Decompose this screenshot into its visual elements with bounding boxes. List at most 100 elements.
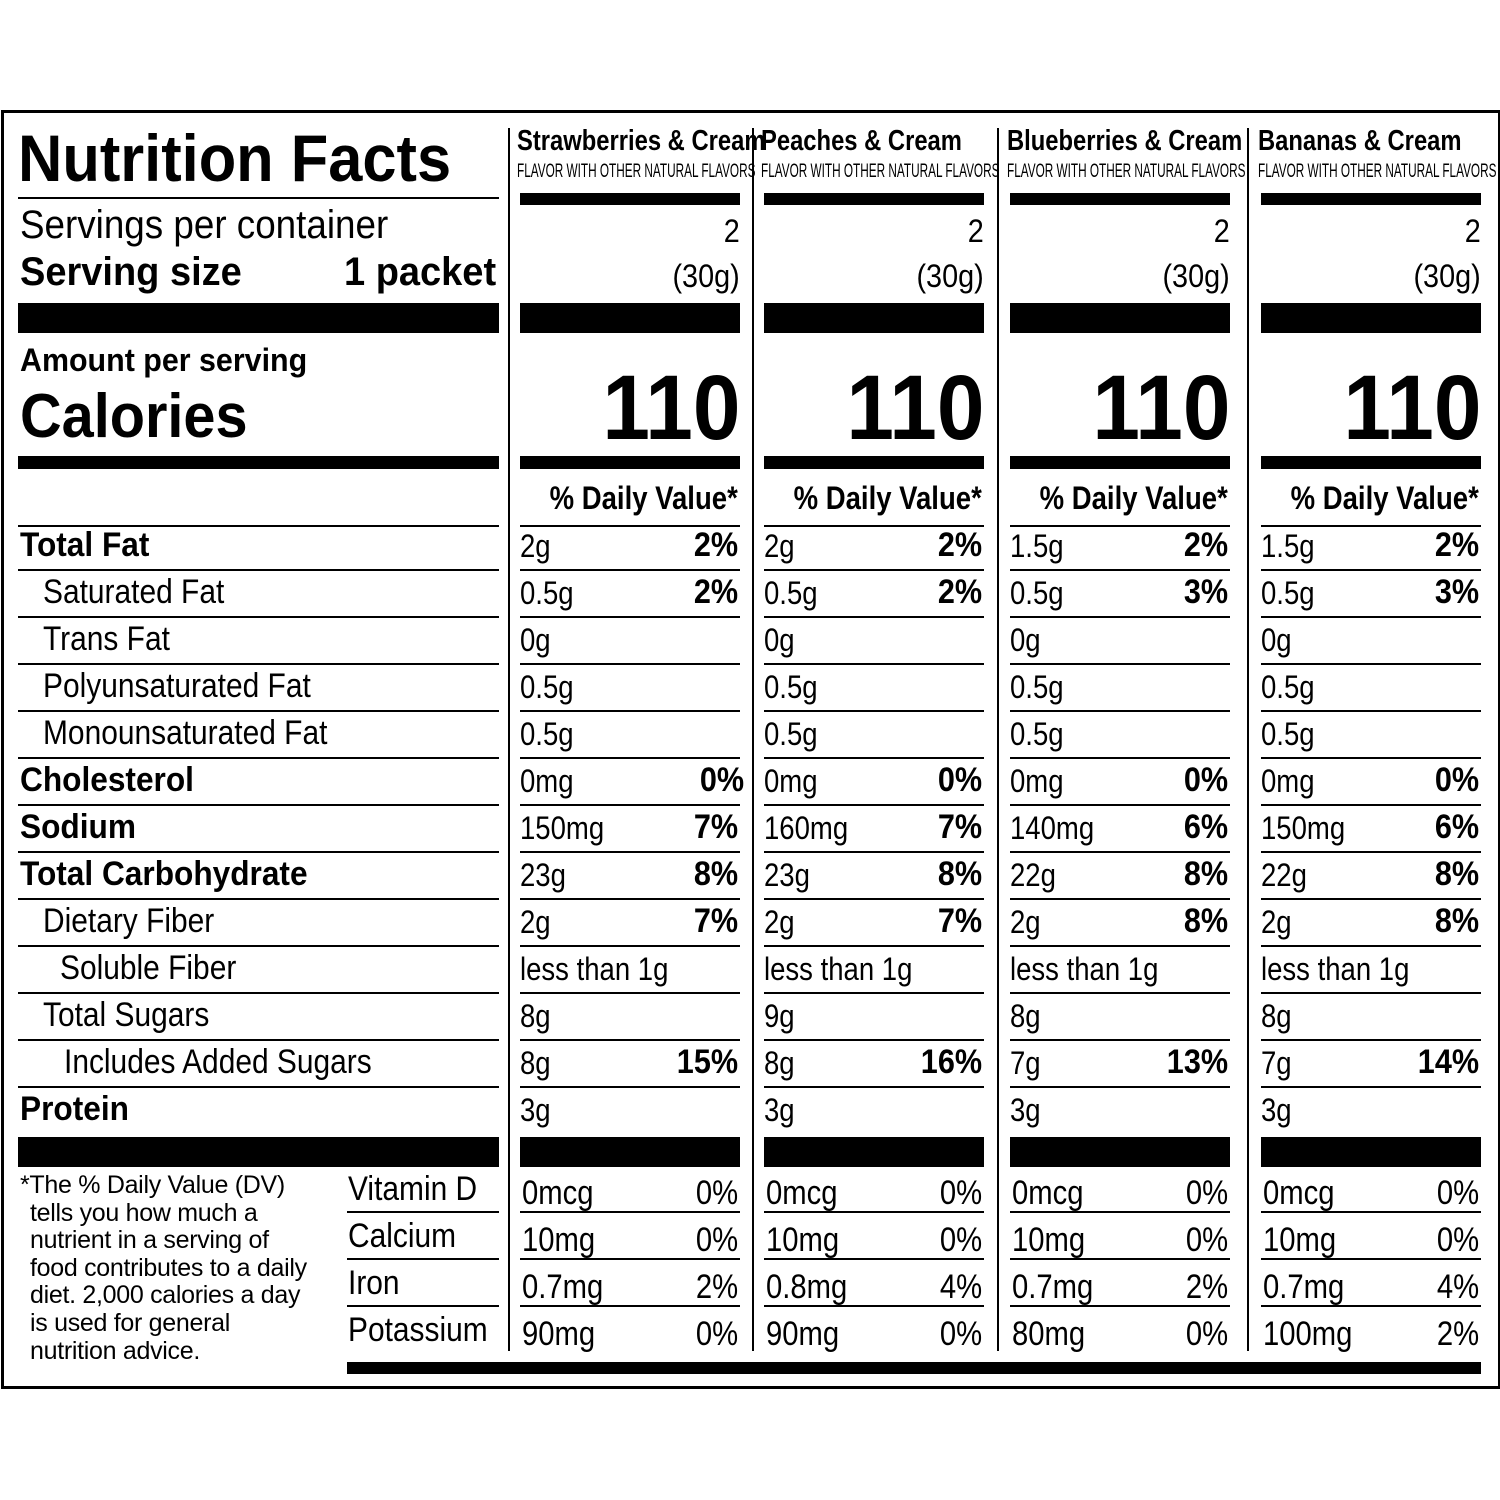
vit-amount-0-3-text: 90mg xyxy=(522,1315,596,1353)
row-rule-0-10 xyxy=(520,1039,740,1041)
dv-3-0: 2% xyxy=(1430,528,1479,562)
vit-rule-0-1 xyxy=(520,1258,740,1260)
dv-1-1-text: 2% xyxy=(937,573,982,611)
amount-2-2: 0g xyxy=(1010,624,1046,656)
serving-size-3-text: (30g) xyxy=(1413,258,1481,294)
vit-dv-1-0: 0% xyxy=(933,1176,982,1210)
amount-0-7: 23g xyxy=(520,859,573,891)
row-rule-2-5 xyxy=(1010,804,1230,806)
vit-dv-0-2-text: 2% xyxy=(695,1268,738,1306)
row-rule-0-9 xyxy=(520,992,740,994)
vit-amount-2-2: 0.7mg xyxy=(1012,1270,1107,1304)
row-rule-2-4 xyxy=(1010,757,1230,759)
vit-amount-2-3: 80mg xyxy=(1012,1317,1097,1351)
vitamin-label-3-text: Potassium xyxy=(348,1311,488,1349)
servings-value-2: 2 xyxy=(1212,215,1230,247)
amount-0-12: 3g xyxy=(520,1094,556,1126)
amount-3-6-text: 150mg xyxy=(1261,810,1346,846)
amount-2-4-text: 0.5g xyxy=(1010,716,1064,752)
dv-header-0-text: % Daily Value* xyxy=(549,480,738,516)
amount-1-3: 0.5g xyxy=(764,671,826,703)
amount-0-11-text: 8g xyxy=(520,1045,551,1081)
calories-value-3-text: 110 xyxy=(1342,357,1481,459)
vit-dv-1-1-text: 0% xyxy=(939,1221,982,1259)
amount-1-3-text: 0.5g xyxy=(764,669,818,705)
flavor-name-0-text: Strawberries & Cream xyxy=(517,125,766,157)
thick-bar-2-left xyxy=(18,456,499,469)
vit-amount-0-3: 90mg xyxy=(522,1317,607,1351)
dv-3-0-text: 2% xyxy=(1434,526,1479,564)
row-rule-left-9 xyxy=(18,992,499,994)
vit-dv-2-0: 0% xyxy=(1179,1176,1228,1210)
thick-bar-2-2 xyxy=(1010,456,1230,469)
dv-1-0: 2% xyxy=(933,528,982,562)
vit-rule-left-0 xyxy=(347,1211,499,1213)
vit-amount-0-0-text: 0mcg xyxy=(522,1174,594,1212)
amount-0-1-text: 0.5g xyxy=(520,575,574,611)
dv-1-7-text: 8% xyxy=(937,855,982,893)
vit-dv-2-3: 0% xyxy=(1179,1317,1228,1351)
dv-3-1-text: 3% xyxy=(1434,573,1479,611)
dv-1-5: 0% xyxy=(933,763,982,797)
row-rule-3-9 xyxy=(1261,992,1481,994)
vitamin-label-1-text: Calcium xyxy=(348,1217,457,1255)
serving-size-label-text: Serving size xyxy=(20,250,242,294)
column-divider-2 xyxy=(997,128,999,1351)
vit-rule-3-0 xyxy=(1261,1211,1481,1213)
amount-0-6-text: 150mg xyxy=(520,810,605,846)
thick-bar-1-2 xyxy=(1010,303,1230,333)
amount-2-6-text: 140mg xyxy=(1010,810,1095,846)
row-rule-2-10 xyxy=(1010,1039,1230,1041)
amount-3-3-text: 0.5g xyxy=(1261,669,1315,705)
amount-3-5: 0mg xyxy=(1261,765,1323,797)
row-label-11: Includes Added Sugars xyxy=(64,1045,414,1079)
vit-amount-3-2: 0.7mg xyxy=(1263,1270,1358,1304)
vit-amount-1-3: 90mg xyxy=(766,1317,851,1351)
amount-0-6: 150mg xyxy=(520,812,618,844)
amount-3-12-text: 3g xyxy=(1261,1092,1292,1128)
amount-2-5: 0mg xyxy=(1010,765,1072,797)
row-rule-1-6 xyxy=(764,851,984,853)
vit-dv-0-1: 0% xyxy=(689,1223,738,1257)
calories-value-3: 110 xyxy=(1333,362,1481,454)
row-label-10: Total Sugars xyxy=(43,998,232,1032)
dv-0-11-text: 15% xyxy=(676,1043,738,1081)
row-rule-1-11 xyxy=(764,1086,984,1088)
amount-2-11-text: 7g xyxy=(1010,1045,1041,1081)
row-rule-3-3 xyxy=(1261,710,1481,712)
vit-rule-2-0 xyxy=(1010,1211,1230,1213)
row-rule-2-2 xyxy=(1010,663,1230,665)
amount-0-9: less than 1g xyxy=(520,953,693,985)
amount-0-2: 0g xyxy=(520,624,556,656)
row-rule-0-11 xyxy=(520,1086,740,1088)
thick-bar-3-3 xyxy=(1261,1137,1481,1167)
dv-0-5: 0% xyxy=(695,763,744,797)
vit-amount-3-3-text: 100mg xyxy=(1263,1315,1353,1353)
dv-2-6-text: 6% xyxy=(1183,808,1228,846)
amount-2-1-text: 0.5g xyxy=(1010,575,1064,611)
row-rule-2-0 xyxy=(1010,569,1230,571)
dv-header-3: % Daily Value* xyxy=(1260,482,1479,514)
amount-2-9: less than 1g xyxy=(1010,953,1183,985)
row-rule-1-3 xyxy=(764,710,984,712)
row-rule-2-6 xyxy=(1010,851,1230,853)
vit-amount-0-2: 0.7mg xyxy=(522,1270,617,1304)
amount-0-0-text: 2g xyxy=(520,528,551,564)
row-rule-3-1 xyxy=(1261,616,1481,618)
vit-dv-2-2-text: 2% xyxy=(1185,1268,1228,1306)
dv-rule-2 xyxy=(1010,525,1230,527)
flavor-name-2-text: Blueberries & Cream xyxy=(1007,125,1243,157)
dv-0-8-text: 7% xyxy=(693,902,738,940)
amount-0-7-text: 23g xyxy=(520,857,566,893)
row-rule-left-11 xyxy=(18,1086,499,1088)
dv-rule-0 xyxy=(520,525,740,527)
column-divider-3 xyxy=(1247,128,1249,1351)
flavor-name-2: Blueberries & Cream xyxy=(1007,127,1294,156)
amount-0-5: 0mg xyxy=(520,765,582,797)
dv-0-0-text: 2% xyxy=(693,526,738,564)
dv-1-7: 8% xyxy=(933,857,982,891)
amount-1-1-text: 0.5g xyxy=(764,575,818,611)
nutrition-facts-panel xyxy=(1,110,1500,1389)
vit-rule-2-1 xyxy=(1010,1258,1230,1260)
vit-amount-2-3-text: 80mg xyxy=(1012,1315,1086,1353)
